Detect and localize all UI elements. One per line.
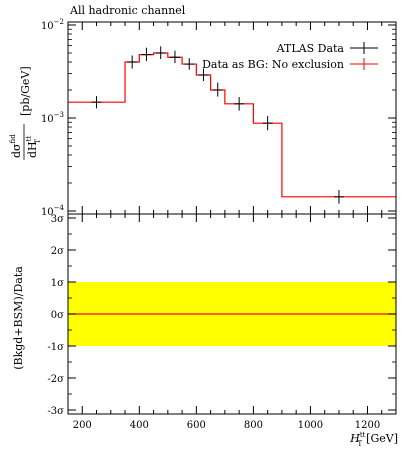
ratio-xlabel: Htt T [GeV] <box>349 431 398 448</box>
x-tick-label: 600 <box>187 420 206 431</box>
chart-title: All hadronic channel <box>69 4 186 17</box>
legend-bg-label: Data as BG: No exclusion <box>202 58 344 71</box>
ratio-y-tick-label: 2σ <box>51 246 64 257</box>
x-tick-label: 1200 <box>355 420 380 431</box>
y-tick-label: 10−2 <box>41 18 64 32</box>
ratio-y-tick-label: 3σ <box>51 214 64 225</box>
x-tick-label: 400 <box>130 420 149 431</box>
bg-step-line <box>68 52 396 198</box>
x-tick-label: 800 <box>244 420 263 431</box>
main-panel <box>68 22 397 214</box>
ylabel-T: T <box>34 139 42 144</box>
y-tick-label: 10−3 <box>41 111 64 125</box>
legend-atlas-label: ATLAS Data <box>276 42 345 55</box>
svg-text:dHttT: dHttT <box>25 136 42 158</box>
legend: ATLAS Data Data as BG: No exclusion <box>202 42 378 71</box>
svg-text:dσfid: dσfid <box>9 134 23 158</box>
ratio-ylabel: (Bkgd+BSM)/Data <box>12 266 25 370</box>
x-tick-label: 1000 <box>298 420 323 431</box>
x-tick-label: 200 <box>73 420 92 431</box>
ratio-panel <box>68 214 397 414</box>
ratio-y-tick-label: -3σ <box>47 406 64 417</box>
ratio-panel-frame <box>67 213 397 415</box>
y-tick-label: 10−4 <box>41 204 65 218</box>
main-panel-frame <box>67 21 397 215</box>
xlabel-unit: [GeV] <box>366 432 398 445</box>
ratio-y-tick-label: 0σ <box>51 310 64 321</box>
ylabel-dsigma: dσ <box>10 143 23 158</box>
xlabel-T: T <box>358 440 363 448</box>
ratio-y-tick-label: 1σ <box>51 278 64 289</box>
ylabel-dH: dH <box>26 141 39 158</box>
ylabel-fid: fid <box>9 134 17 144</box>
xlabel-tt: tt <box>360 431 366 439</box>
ylabel-tt: tt <box>25 136 33 142</box>
ylabel-unit: [pb/GeV] <box>19 66 32 116</box>
xlabel-H: H <box>349 432 360 445</box>
main-ylabel: dσfid dHttT [pb/GeV] <box>9 66 42 160</box>
ratio-y-tick-label: -1σ <box>47 342 64 353</box>
ratio-y-tick-label: -2σ <box>47 374 64 385</box>
